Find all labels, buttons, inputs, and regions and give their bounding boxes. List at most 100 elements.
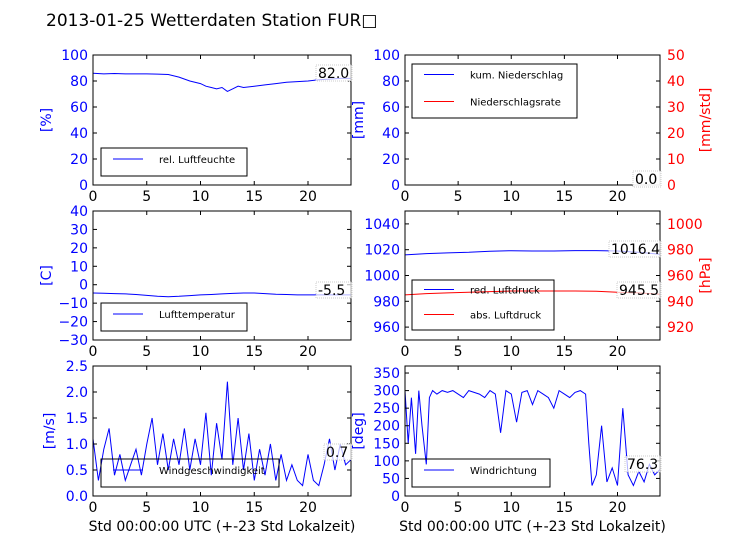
y-tick-label: 20 xyxy=(70,241,88,257)
figure-title: 2013-01-25 Wetterdaten Station FUR□ xyxy=(46,11,377,31)
x-tick-label: 20 xyxy=(299,189,317,205)
legend-label: Lufttemperatur xyxy=(159,310,236,321)
y-tick-label: 100 xyxy=(373,48,400,64)
chart-temperature: 0 5 10 15 20 −30 −20 −10 0 10 20 30 40 [C] Lufttempera… xyxy=(39,204,353,360)
x-axis-label: Std 00:00:00 UTC (+-23 Std Lokalzeit) xyxy=(399,519,666,535)
y-tick-label: 50 xyxy=(382,471,400,487)
y2-tick-label: 50 xyxy=(667,48,685,64)
value-annotation: -5.5 xyxy=(318,283,345,299)
legend-label: Windgeschwindigkeit xyxy=(159,466,265,477)
y-tick-label: 1.5 xyxy=(66,411,88,427)
y-tick-label: 80 xyxy=(70,74,88,90)
y-axis-label: [deg] xyxy=(351,412,367,449)
value-annotation: 0.0 xyxy=(635,172,657,188)
x-tick-label: 15 xyxy=(555,500,573,516)
value-annotation-box xyxy=(315,64,353,82)
legend-box xyxy=(411,458,551,488)
value-annotation: 945.5 xyxy=(619,283,659,299)
y2-tick-label: 920 xyxy=(667,320,694,336)
y-tick-label: 60 xyxy=(382,100,400,116)
x-tick-label: 20 xyxy=(609,189,627,205)
value-annotation-box xyxy=(315,281,353,299)
y-tick-label: 10 xyxy=(70,259,88,275)
plot-frame xyxy=(404,54,661,186)
y-tick-label: 1040 xyxy=(364,217,400,233)
legend-box xyxy=(100,458,280,488)
x-tick-label: 20 xyxy=(609,344,627,360)
x-axis-label: Std 00:00:00 UTC (+-23 Std Lokalzeit) xyxy=(89,519,356,535)
legend-label: kum. Niederschlag xyxy=(470,71,563,82)
value-annotation-box xyxy=(632,170,662,188)
x-tick-label: 0 xyxy=(89,344,98,360)
chart-windspeed: 0 5 10 15 20 0.0 0.5 1.0 1.5 2.0 2.5 [m/s] Std 00:00… xyxy=(42,359,355,535)
x-tick-label: 5 xyxy=(454,500,463,516)
y2-tick-label: 20 xyxy=(667,126,685,142)
y-tick-label: 1.0 xyxy=(66,437,88,453)
y-tick-label: 200 xyxy=(373,419,400,435)
y-tick-label: 20 xyxy=(382,152,400,168)
chart-precip: 0 5 10 15 20 0 20 40 60 80 100 0 10 20 30 40 50 [mm] [mm/s… xyxy=(351,48,714,205)
y-tick-label: 0.5 xyxy=(66,463,88,479)
y2-axis-label: [hPa] xyxy=(698,257,714,293)
y-axis-label: [m/s] xyxy=(42,413,58,450)
series-line-winddir-0 xyxy=(405,389,660,487)
y-tick-label: 0 xyxy=(391,178,400,194)
y-tick-label: 60 xyxy=(70,100,88,116)
x-tick-label: 20 xyxy=(609,500,627,516)
plot-frame xyxy=(92,210,352,341)
legend-box xyxy=(100,147,248,177)
x-tick-label: 10 xyxy=(502,189,520,205)
y-tick-label: 250 xyxy=(373,401,400,417)
x-tick-label: 5 xyxy=(142,189,151,205)
y-tick-label: 80 xyxy=(382,74,400,90)
y-tick-label: 40 xyxy=(70,126,88,142)
y-tick-label: 150 xyxy=(373,436,400,452)
value-annotation: 0.7 xyxy=(326,445,348,461)
series-line-temperature-0 xyxy=(93,292,351,298)
value-annotation-box xyxy=(624,455,662,473)
y-tick-label: 20 xyxy=(70,152,88,168)
series-line-windspeed-0 xyxy=(93,381,351,487)
y2-tick-label: 980 xyxy=(667,243,694,259)
value-annotation: 82.0 xyxy=(318,66,349,82)
x-tick-label: 0 xyxy=(89,500,98,516)
y-tick-label: 100 xyxy=(373,454,400,470)
legend-label: red. Luftdruck xyxy=(470,286,540,297)
y-tick-label: 0 xyxy=(79,178,88,194)
legend-label: rel. Luftfeuchte xyxy=(159,155,235,166)
y2-axis-label: [mm/std] xyxy=(698,88,714,153)
x-tick-label: 15 xyxy=(555,189,573,205)
y-axis-label: [%] xyxy=(39,108,55,132)
value-annotation: 76.3 xyxy=(627,457,658,473)
y-tick-label: 0 xyxy=(391,489,400,505)
plot-frame xyxy=(404,365,661,497)
y-tick-label: 300 xyxy=(373,384,400,400)
legend-box xyxy=(100,302,248,332)
legend-label: Niederschlagsrate xyxy=(470,98,561,109)
y-axis-label: [mm] xyxy=(351,101,367,139)
y-tick-label: 960 xyxy=(373,320,400,336)
y-tick-label: 40 xyxy=(70,204,88,220)
x-tick-label: 0 xyxy=(401,500,410,516)
x-tick-label: 20 xyxy=(299,500,317,516)
y2-tick-label: 1000 xyxy=(667,217,703,233)
x-tick-label: 15 xyxy=(245,344,263,360)
y-tick-label: 0 xyxy=(79,278,88,294)
y-axis-label: [C] xyxy=(39,265,55,286)
y2-tick-label: 940 xyxy=(667,294,694,310)
y-tick-label: −20 xyxy=(58,315,88,331)
y-tick-label: 350 xyxy=(373,366,400,382)
x-tick-label: 5 xyxy=(142,344,151,360)
x-tick-label: 0 xyxy=(401,344,410,360)
legend-label: abs. Luftdruck xyxy=(470,311,541,322)
y2-tick-label: 30 xyxy=(667,100,685,116)
series-line-humidity-0 xyxy=(93,72,351,92)
x-tick-label: 0 xyxy=(401,189,410,205)
x-tick-label: 10 xyxy=(192,344,210,360)
x-tick-label: 10 xyxy=(192,500,210,516)
value-annotation-box xyxy=(608,240,662,258)
y-tick-label: 2.0 xyxy=(66,385,88,401)
y-tick-label: 30 xyxy=(70,222,88,238)
x-tick-label: 15 xyxy=(555,344,573,360)
